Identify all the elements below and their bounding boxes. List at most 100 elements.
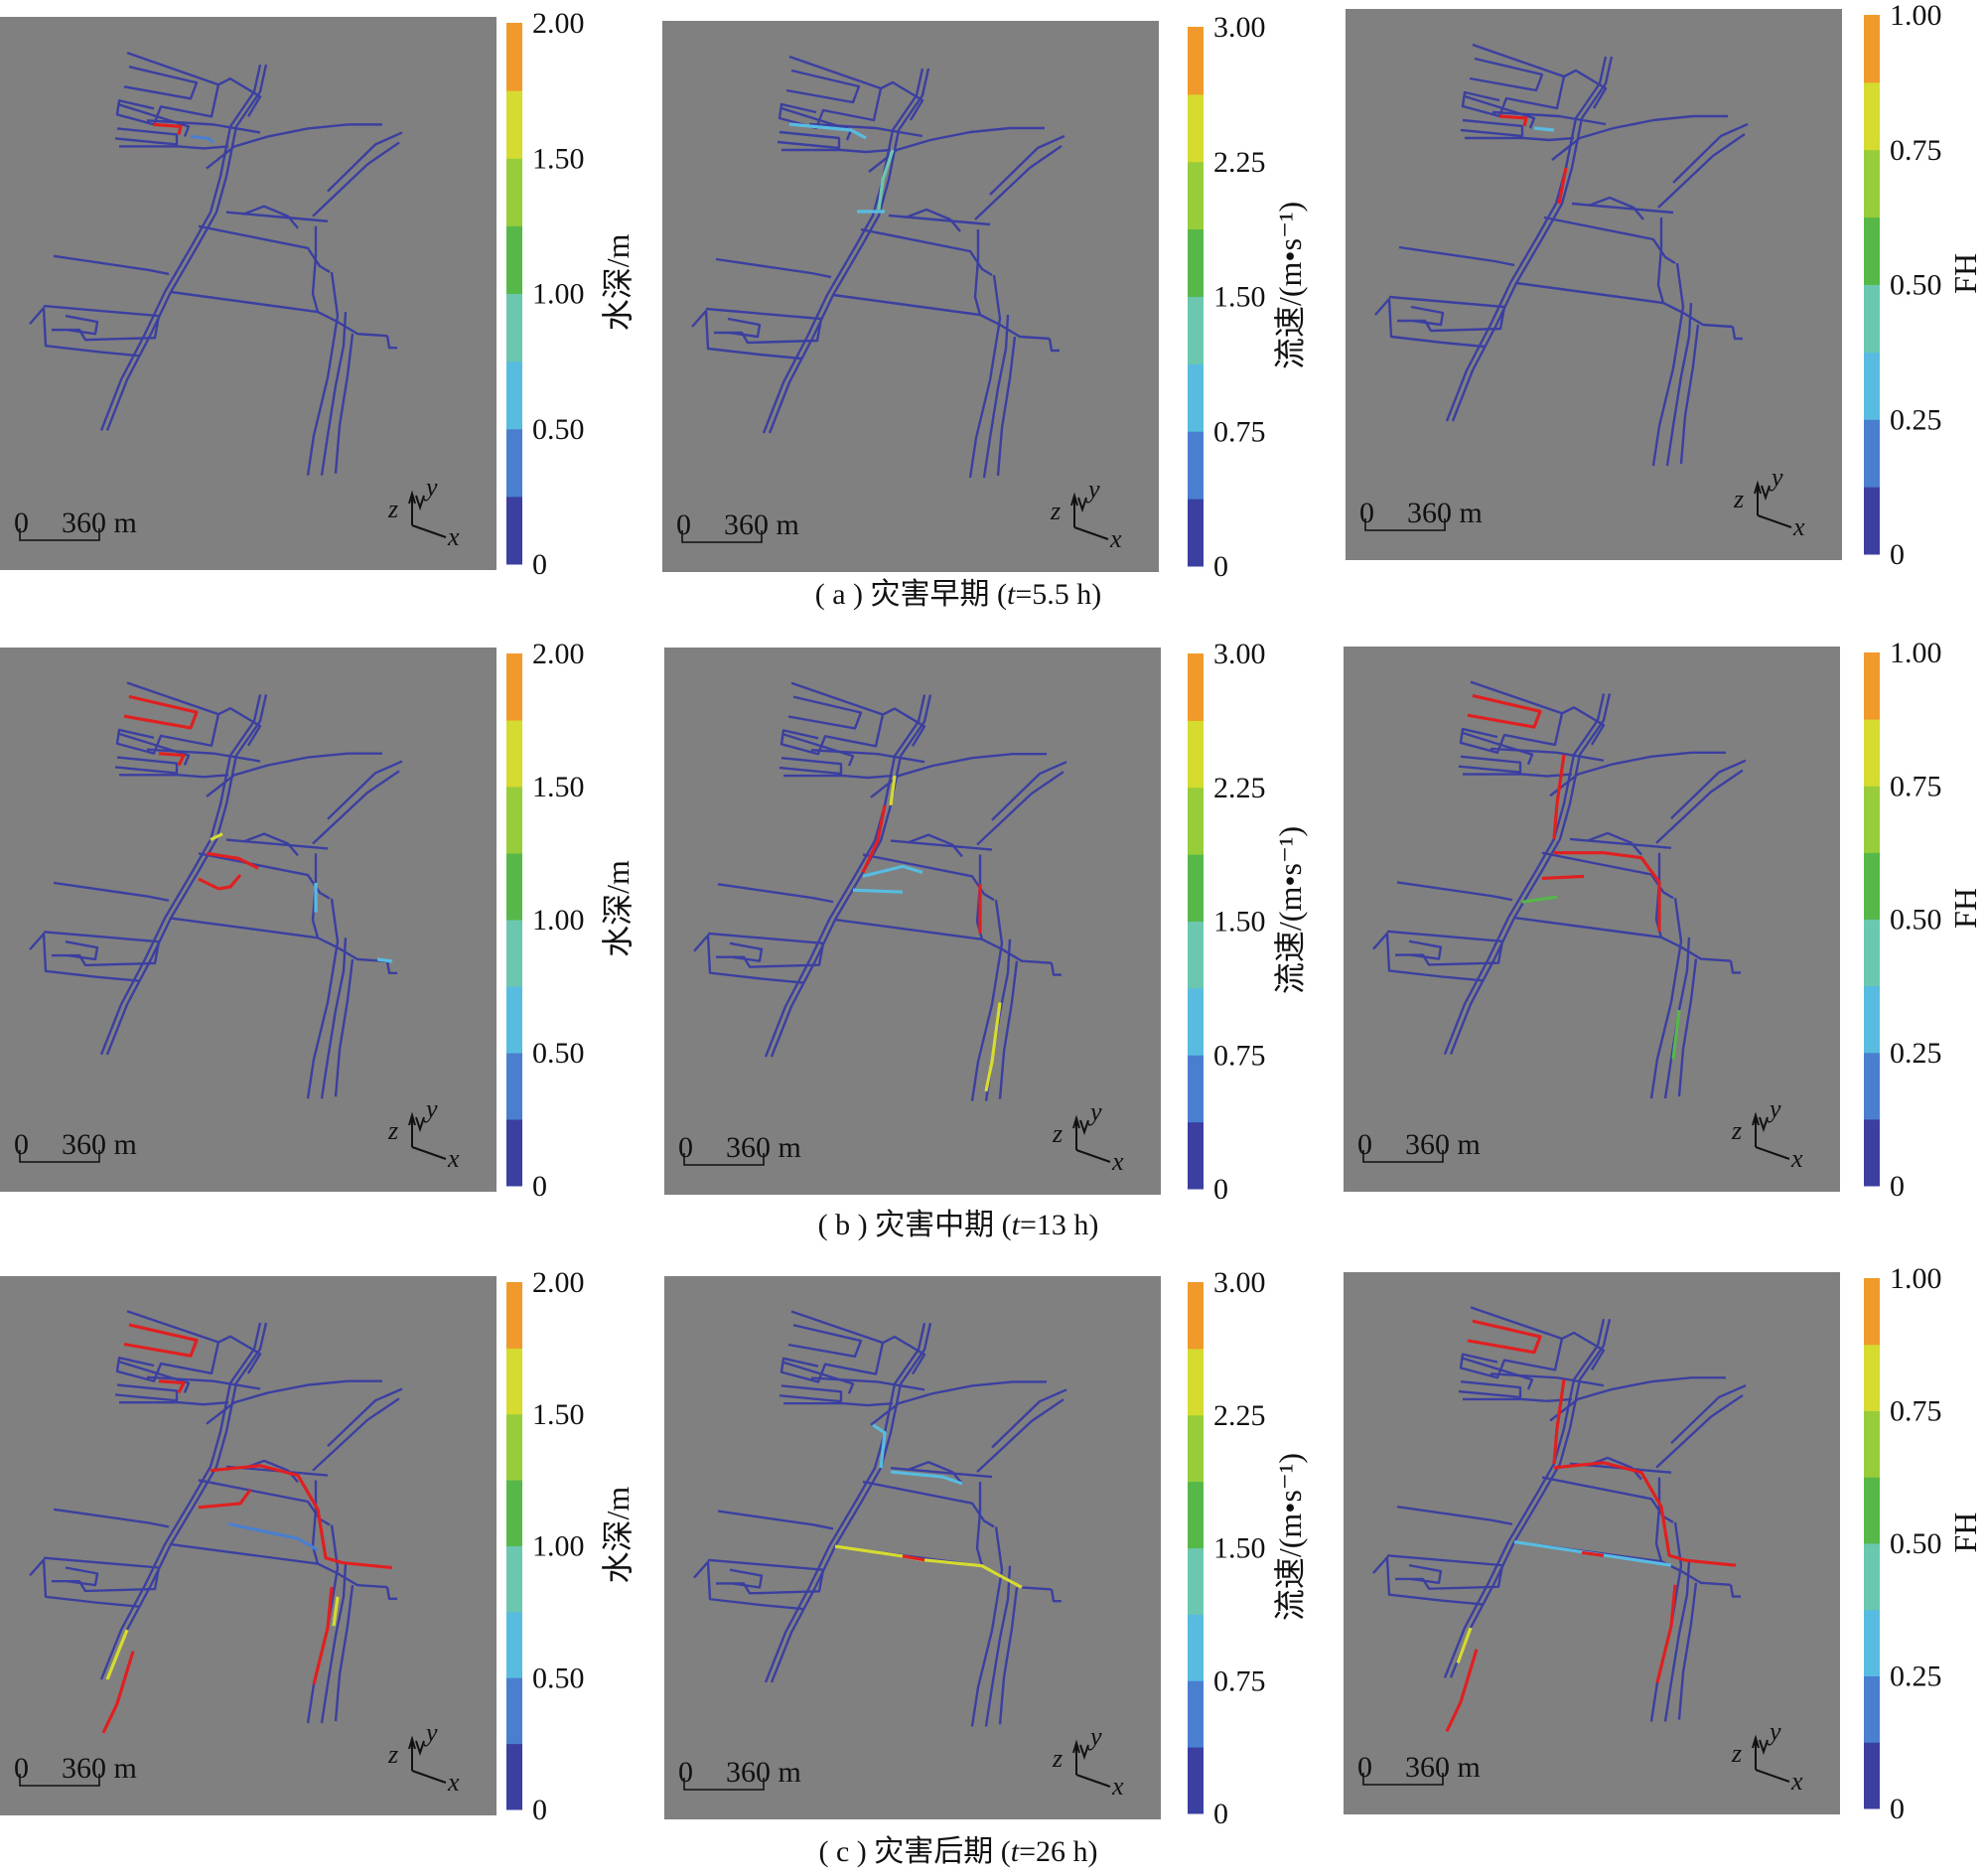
tunnel-segment bbox=[862, 1480, 995, 1528]
tunnel-segment bbox=[1372, 932, 1484, 982]
axes-arrow-y bbox=[1761, 485, 1771, 502]
flood-segment bbox=[101, 1651, 135, 1734]
tunnel-segment bbox=[982, 314, 1010, 479]
flood-segment bbox=[227, 1521, 319, 1552]
axis-z-label: z bbox=[1050, 497, 1061, 525]
tunnel-segment bbox=[1396, 881, 1513, 902]
tunnel-segment bbox=[779, 1384, 843, 1403]
colorbar-tick-label: 0.50 bbox=[1890, 904, 1942, 937]
tunnel-segment bbox=[693, 1560, 804, 1611]
tunnel-segment bbox=[312, 770, 400, 845]
tunnel-segment bbox=[779, 757, 843, 776]
tunnel-segment bbox=[29, 1558, 140, 1608]
tunnel-segment bbox=[810, 1376, 925, 1391]
scale-bar-length: 360 m bbox=[1405, 1751, 1481, 1784]
flood-segment bbox=[984, 1002, 1002, 1092]
caption-prefix: ( b ) 灾害中期 ( bbox=[818, 1209, 1012, 1241]
tunnel-segment bbox=[890, 1466, 993, 1479]
colorbar-swatch bbox=[1188, 653, 1204, 721]
colorbar-tick-label: 1.50 bbox=[532, 771, 585, 803]
colorbar-swatch bbox=[1188, 1680, 1204, 1748]
tunnel-network bbox=[1374, 43, 1749, 467]
axis-z-label: z bbox=[387, 1740, 398, 1769]
colorbar-swatch bbox=[506, 787, 522, 854]
colorbar-tick-label: 0.75 bbox=[1213, 1039, 1266, 1072]
flood-segment bbox=[861, 804, 887, 874]
tunnel-segment bbox=[1458, 1380, 1522, 1399]
tunnel-segment bbox=[1677, 958, 1698, 1097]
tunnel-segment bbox=[785, 69, 861, 104]
caption-prefix: ( c ) 灾害后期 ( bbox=[818, 1835, 1010, 1868]
tunnel-segment bbox=[1563, 69, 1608, 109]
caption-time-symbol: t bbox=[1011, 1835, 1020, 1868]
colorbar-swatch bbox=[506, 1743, 522, 1810]
colorbar-tick-label: 0.75 bbox=[1890, 1395, 1942, 1428]
colorbar-tick-label: 0 bbox=[1890, 1170, 1905, 1203]
caption-time-symbol: t bbox=[1007, 578, 1016, 611]
tunnel-segment bbox=[1445, 56, 1608, 422]
colorbar-swatch bbox=[506, 920, 522, 987]
tunnel-segment bbox=[65, 940, 99, 961]
flood-segment bbox=[190, 134, 214, 144]
tunnel-segment bbox=[1670, 1384, 1747, 1445]
tunnel-segment bbox=[1672, 122, 1749, 184]
tunnel-segment bbox=[385, 960, 397, 974]
scale-bar-length: 360 m bbox=[724, 508, 799, 541]
tunnel-segment bbox=[1458, 755, 1522, 774]
tunnel-segment bbox=[976, 1398, 1064, 1473]
axes-arrows bbox=[408, 1111, 447, 1160]
colorbar-swatch bbox=[1864, 1477, 1880, 1544]
tunnel-segment bbox=[968, 274, 1002, 479]
row-caption: ( b ) 灾害中期 (t=13 h) bbox=[818, 1209, 1099, 1241]
axes-arrow-y bbox=[415, 1740, 425, 1757]
axes-arrow-y bbox=[1759, 1739, 1769, 1756]
flood-segment bbox=[872, 1423, 887, 1469]
axes-orientation-icon: zyx bbox=[1731, 1717, 1803, 1796]
axes-arrows bbox=[408, 490, 447, 538]
tunnel-segment bbox=[888, 214, 991, 226]
colorbar-tick-label: 1.00 bbox=[1890, 637, 1942, 669]
axis-x-label: x bbox=[447, 522, 460, 551]
colorbar-tick-label: 0.25 bbox=[1890, 1660, 1942, 1693]
tunnel-segment bbox=[146, 119, 261, 134]
axes-arrows bbox=[1752, 1734, 1790, 1783]
colorbar-swatch bbox=[506, 293, 522, 362]
tunnel-segment bbox=[29, 306, 140, 358]
colorbar-quantity-label: FH bbox=[1947, 253, 1983, 294]
colorbar: 0 0.75 1.50 2.25 3.00 bbox=[1188, 638, 1266, 1206]
tunnel-segment bbox=[1372, 1556, 1484, 1606]
scale-bar: 0 360 m bbox=[1357, 1128, 1481, 1163]
tunnel-segment bbox=[998, 1587, 1019, 1725]
tunnel-segment bbox=[119, 1401, 229, 1406]
flood-segment bbox=[862, 864, 923, 878]
panel-r2-c1: 0 360 m zyx 0 0.50 1.00 1.50 2.00 水深/m bbox=[0, 638, 636, 1203]
colorbar-quantity-label: 流速/(m•s⁻¹) bbox=[1272, 202, 1308, 369]
axis-y-label: y bbox=[1087, 1097, 1102, 1126]
tunnel-segment bbox=[114, 1383, 179, 1402]
colorbar-tick-label: 0 bbox=[532, 1170, 547, 1203]
tunnel-segment bbox=[99, 694, 262, 1056]
tunnel-segment bbox=[1663, 1561, 1691, 1722]
tunnel-segment bbox=[217, 707, 262, 747]
tunnel-segment bbox=[1410, 305, 1445, 327]
flood-segment bbox=[889, 775, 897, 806]
colorbar-tick-label: 1.50 bbox=[1213, 906, 1266, 938]
flood-segment bbox=[210, 832, 223, 841]
scale-bar-length: 360 m bbox=[726, 1756, 801, 1789]
tunnel-segment bbox=[1561, 1331, 1606, 1371]
colorbar-tick-label: 0 bbox=[1213, 1173, 1228, 1206]
tunnel-segment bbox=[320, 311, 348, 476]
colorbar-swatch bbox=[1864, 487, 1880, 555]
flood-segment bbox=[123, 694, 199, 730]
colorbar-swatch bbox=[1864, 1675, 1880, 1743]
scale-bar: 0 360 m bbox=[14, 506, 137, 541]
axis-x-label: x bbox=[447, 1144, 460, 1173]
colorbar-quantity-label: 流速/(m•s⁻¹) bbox=[1272, 1453, 1308, 1621]
scale-bar-line bbox=[1362, 1150, 1444, 1163]
tunnel-segment bbox=[242, 205, 299, 229]
tunnel-network bbox=[693, 681, 1067, 1101]
colorbar-swatch bbox=[1864, 1410, 1880, 1478]
scale-bar-line bbox=[683, 1153, 765, 1166]
colorbar-tick-label: 0.50 bbox=[532, 1037, 585, 1070]
